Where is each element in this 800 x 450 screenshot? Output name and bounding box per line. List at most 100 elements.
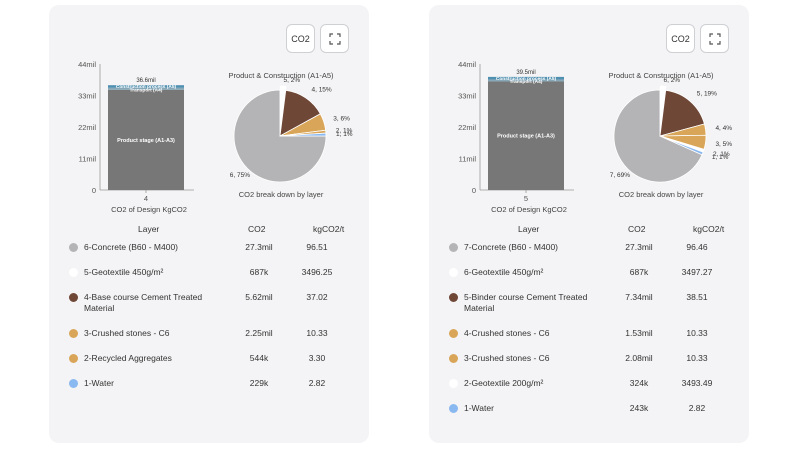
layer-name: 4-Crushed stones - C6 xyxy=(464,328,550,338)
layer-co2: 2.25mil xyxy=(245,328,273,338)
pie-slice[interactable] xyxy=(659,89,705,137)
pie-slice-label: 3, 5% xyxy=(715,141,732,148)
pie-chart-title: Product & Construction (A1-A5) xyxy=(228,71,334,80)
layer-name: 5-Geotextile 450g/m² xyxy=(84,267,164,277)
table-row: 6-Concrete (B60 - M400) 27.3mil 96.51 xyxy=(69,239,359,264)
expand-button[interactable] xyxy=(700,24,729,53)
layer-co2: 2.08mil xyxy=(625,353,653,363)
layer-kgco2-per-t: 10.33 xyxy=(686,353,708,363)
layer-kgco2-per-t: 10.33 xyxy=(686,328,708,338)
bar-segment-label: Product stage (A1-A3) xyxy=(117,138,175,144)
y-tick-label: 11mil xyxy=(459,155,477,164)
layer-color-dot xyxy=(69,268,78,277)
layer-kgco2-per-t: 37.02 xyxy=(306,292,328,302)
pie-chart-caption: CO2 break down by layer xyxy=(618,190,704,199)
y-tick-label: 22mil xyxy=(458,123,476,132)
layer-color-dot xyxy=(449,329,458,338)
layer-color-dot xyxy=(449,293,458,302)
layer-co2: 27.3mil xyxy=(625,242,653,252)
bar-segment-label: Transport (A4) xyxy=(130,87,163,93)
header-co2: CO2 xyxy=(248,224,266,234)
pie-slice-label: 1, 1% xyxy=(712,154,729,161)
bar-chart-caption: CO2 of Design KgCO2 xyxy=(111,205,187,214)
bar-segment[interactable] xyxy=(488,76,564,80)
table-row: 1-Water 243k 2.82 xyxy=(449,400,739,425)
layer-kgco2-per-t: 3496.25 xyxy=(301,267,333,277)
layer-co2: 229k xyxy=(249,378,269,388)
bar-segment[interactable] xyxy=(488,79,564,82)
y-tick-label: 0 xyxy=(92,186,96,195)
layer-co2: 687k xyxy=(629,267,649,277)
header-kgco2: kgCO2/t xyxy=(693,224,725,234)
layer-color-dot xyxy=(69,293,78,302)
pie-slice-label: 4, 4% xyxy=(715,125,732,132)
layer-table: 7-Concrete (B60 - M400) 27.3mil 96.46 6-Geo… xyxy=(449,239,739,425)
pie-slice[interactable] xyxy=(613,89,703,183)
bar-segment[interactable] xyxy=(108,87,184,90)
pie-slice-label: 1, 1% xyxy=(336,131,353,138)
bar-segment-label: Transport (A4) xyxy=(510,79,543,85)
layer-co2: 544k xyxy=(249,353,269,363)
layer-kgco2-per-t: 96.46 xyxy=(686,242,708,252)
y-tick-label: 0 xyxy=(472,186,476,195)
bar-segment-label: Construction process (A5) xyxy=(116,84,177,90)
header-layer: Layer xyxy=(138,224,160,234)
layer-co2: 687k xyxy=(249,267,269,277)
layer-co2: 243k xyxy=(629,403,649,413)
co2-toggle-button[interactable]: CO2 xyxy=(286,24,315,53)
y-tick-label: 11mil xyxy=(79,155,97,164)
header-layer: Layer xyxy=(518,224,540,234)
co2-toggle-button[interactable]: CO2 xyxy=(666,24,695,53)
expand-icon xyxy=(328,32,341,45)
table-row: 1-Water 229k 2.82 xyxy=(69,375,359,400)
layer-co2: 1.53mil xyxy=(625,328,653,338)
layer-color-dot xyxy=(69,379,78,388)
pie-slice-label: 2, 1% xyxy=(713,151,730,158)
design-card: CO2 44mil 33mil 22mil 11mil 0 5 Product stage … xyxy=(429,5,749,443)
table-row: 2-Recycled Aggregates 544k 3.30 xyxy=(69,350,359,375)
layer-co2: 27.3mil xyxy=(245,242,273,252)
table-row: 5-Binder course Cement Treated Material 7… xyxy=(449,289,739,325)
bar-segment[interactable] xyxy=(108,89,184,190)
layer-name: 4-Base course Cement Treated Material xyxy=(84,292,203,313)
pie-slice-label: 6, 75% xyxy=(230,172,250,179)
y-tick-label: 22mil xyxy=(78,123,96,132)
layer-kgco2-per-t: 3.30 xyxy=(308,353,326,363)
layer-table-header: Layer CO2 kgCO2/t xyxy=(63,224,363,236)
layer-color-dot xyxy=(69,329,78,338)
table-row: 5-Geotextile 450g/m² 687k 3496.25 xyxy=(69,264,359,289)
pie-slice[interactable] xyxy=(279,132,327,137)
layer-name: 2-Geotextile 200g/m² xyxy=(464,378,544,388)
pie-slice[interactable] xyxy=(659,135,704,156)
layer-color-dot xyxy=(449,404,458,413)
expand-button[interactable] xyxy=(320,24,349,53)
expand-icon xyxy=(708,32,721,45)
bar-chart-caption: CO2 of Design KgCO2 xyxy=(491,205,567,214)
bar-total-label: 39.5mil xyxy=(516,70,535,76)
bar-total-label: 36.6mil xyxy=(136,78,155,84)
charts-area: 44mil 33mil 22mil 11mil 0 4 Product stage (A1-… xyxy=(78,60,353,203)
table-row: 7-Concrete (B60 - M400) 27.3mil 96.46 xyxy=(449,239,739,264)
layer-color-dot xyxy=(449,243,458,252)
layer-name: 5-Binder course Cement Treated Material xyxy=(464,292,588,313)
pie-slice-label: 6, 2% xyxy=(663,77,680,84)
x-tick-label: 5 xyxy=(524,194,528,203)
layer-table: 6-Concrete (B60 - M400) 27.3mil 96.51 5-Geo… xyxy=(69,239,359,400)
layer-kgco2-per-t: 10.33 xyxy=(306,328,328,338)
bar-segment[interactable] xyxy=(488,81,564,190)
x-tick-label: 4 xyxy=(144,194,148,203)
y-tick-label: 44mil xyxy=(458,60,476,69)
design-card: CO2 44mil 33mil 22mil 11mil 0 4 Product stage … xyxy=(49,5,369,443)
layer-name: 6-Geotextile 450g/m² xyxy=(464,267,544,277)
table-row: 4-Base course Cement Treated Material 5.6… xyxy=(69,289,359,325)
layer-color-dot xyxy=(69,354,78,363)
layer-color-dot xyxy=(449,268,458,277)
table-row: 2-Geotextile 200g/m² 324k 3493.49 xyxy=(449,375,739,400)
layer-kgco2-per-t: 2.82 xyxy=(688,403,706,413)
bar-segment[interactable] xyxy=(108,85,184,88)
layer-name: 3-Crushed stones - C6 xyxy=(464,353,550,363)
table-row: 6-Geotextile 450g/m² 687k 3497.27 xyxy=(449,264,739,289)
layer-co2: 5.62mil xyxy=(245,292,273,302)
y-tick-label: 33mil xyxy=(78,92,96,101)
pie-slice-label: 5, 2% xyxy=(284,77,301,84)
